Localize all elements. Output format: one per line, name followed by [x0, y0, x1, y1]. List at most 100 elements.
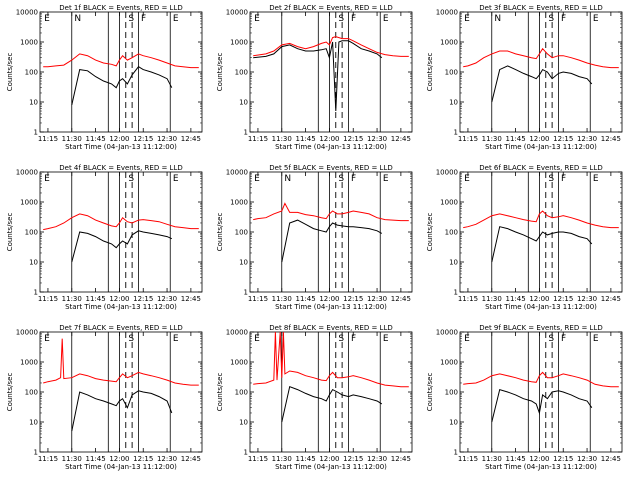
region-marker: S — [338, 14, 344, 24]
x-tick-label: 11:45 — [505, 295, 525, 303]
panel-title: Det 7f BLACK = Events, RED = LLD — [59, 324, 182, 332]
x-tick-label: 12:45 — [391, 295, 411, 303]
y-tick-label: 10000 — [226, 169, 248, 177]
panel-8: Det 8f BLACK = Events, RED = LLD E S F E 1 10 1… — [216, 324, 413, 471]
x-tick-label: 12:00 — [109, 295, 129, 303]
x-tick-label: 12:45 — [601, 295, 621, 303]
region-marker: E — [593, 174, 599, 184]
y-tick-label: 10 — [449, 419, 458, 427]
y-tick-label: 1 — [454, 289, 458, 297]
y-tick-label: 10000 — [16, 9, 38, 17]
series-events-line — [71, 230, 173, 263]
series-lld-line — [463, 371, 619, 388]
region-marker: F — [561, 14, 566, 24]
x-tick-label: 11:30 — [62, 455, 82, 463]
x-tick-label: 12:45 — [181, 455, 201, 463]
y-tick-label: 10000 — [226, 329, 248, 337]
y-tick-label: 1000 — [440, 39, 458, 47]
x-tick-label: 12:15 — [553, 135, 573, 143]
y-tick-label: 10 — [449, 259, 458, 267]
x-tick-label: 12:15 — [553, 295, 573, 303]
y-tick-label: 10000 — [436, 9, 458, 17]
x-tick-label: 12:30 — [157, 135, 177, 143]
y-tick-label: 10000 — [436, 169, 458, 177]
y-tick-label: 10 — [239, 259, 248, 267]
x-axis-label: Start Time (04-Jan-13 11:12:00) — [275, 303, 387, 311]
y-axis-label: Counts/sec — [6, 53, 14, 92]
region-marker: F — [351, 174, 356, 184]
region-marker: E — [44, 334, 50, 344]
x-tick-label: 11:15 — [248, 295, 268, 303]
y-axis-label: Counts/sec — [6, 373, 14, 412]
y-tick-label: 1 — [244, 289, 248, 297]
x-tick-label: 11:30 — [272, 295, 292, 303]
region-marker: E — [383, 174, 389, 184]
x-tick-label: 11:45 — [295, 295, 315, 303]
y-tick-label: 1000 — [230, 39, 248, 47]
y-tick-label: 1 — [454, 129, 458, 137]
panel-title: Det 5f BLACK = Events, RED = LLD — [269, 164, 392, 172]
x-axis-label: Start Time (04-Jan-13 11:12:00) — [275, 463, 387, 471]
y-tick-label: 1 — [34, 449, 38, 457]
y-tick-label: 100 — [445, 229, 458, 237]
series-events-line — [491, 388, 593, 423]
x-tick-label: 12:15 — [343, 455, 363, 463]
x-tick-label: 12:30 — [577, 295, 597, 303]
y-axis-label: Counts/sec — [216, 53, 224, 92]
panel-5: Det 5f BLACK = Events, RED = LLD E N S F E 1 10… — [216, 164, 413, 311]
x-tick-label: 12:30 — [577, 455, 597, 463]
x-tick-label: 12:45 — [391, 455, 411, 463]
y-tick-label: 1 — [454, 449, 458, 457]
y-tick-label: 1000 — [230, 359, 248, 367]
panel-title: Det 9f BLACK = Events, RED = LLD — [479, 324, 602, 332]
x-axis-label: Start Time (04-Jan-13 11:12:00) — [65, 143, 177, 151]
x-tick-label: 12:00 — [319, 295, 339, 303]
y-axis-label: Counts/sec — [216, 373, 224, 412]
x-tick-label: 12:00 — [109, 455, 129, 463]
region-marker: F — [561, 334, 566, 344]
y-tick-label: 1000 — [20, 39, 38, 47]
x-tick-label: 11:45 — [85, 135, 105, 143]
x-tick-label: 12:15 — [553, 455, 573, 463]
y-tick-label: 100 — [445, 69, 458, 77]
x-tick-label: 11:30 — [482, 455, 502, 463]
x-axis-label: Start Time (04-Jan-13 11:12:00) — [65, 303, 177, 311]
region-marker: E — [44, 174, 50, 184]
panel-title: Det 8f BLACK = Events, RED = LLD — [269, 324, 392, 332]
region-marker: E — [173, 14, 179, 24]
x-tick-label: 12:00 — [529, 295, 549, 303]
region-marker: E — [593, 14, 599, 24]
panel-1: Det 1f BLACK = Events, RED = LLD E N S F E 1 10… — [6, 4, 203, 151]
y-tick-label: 10 — [29, 99, 38, 107]
series-lld-line — [43, 213, 199, 231]
series-lld-line — [43, 338, 199, 386]
region-marker: E — [254, 14, 260, 24]
series-lld-line — [463, 210, 619, 229]
x-tick-label: 11:15 — [458, 135, 478, 143]
region-marker: S — [338, 174, 344, 184]
x-tick-label: 11:15 — [458, 295, 478, 303]
y-axis-label: Counts/sec — [216, 213, 224, 252]
x-axis-label: Start Time (04-Jan-13 11:12:00) — [65, 463, 177, 471]
panel-6: Det 6f BLACK = Events, RED = LLD E S F E 1 10 1… — [426, 164, 623, 311]
y-tick-label: 1 — [244, 129, 248, 137]
region-marker: F — [351, 334, 356, 344]
y-tick-label: 100 — [445, 389, 458, 397]
y-tick-label: 1000 — [20, 199, 38, 207]
x-tick-label: 12:00 — [529, 135, 549, 143]
y-tick-label: 10000 — [436, 329, 458, 337]
region-marker: N — [494, 14, 501, 24]
series-events-line — [491, 226, 593, 263]
series-lld-line — [253, 331, 409, 388]
y-tick-label: 100 — [25, 69, 38, 77]
x-tick-label: 12:30 — [367, 455, 387, 463]
x-tick-label: 12:30 — [157, 455, 177, 463]
x-tick-label: 12:15 — [133, 135, 153, 143]
x-tick-label: 12:30 — [367, 135, 387, 143]
x-tick-label: 11:15 — [248, 135, 268, 143]
x-tick-label: 12:15 — [343, 135, 363, 143]
y-tick-label: 1 — [34, 289, 38, 297]
x-tick-label: 11:45 — [85, 455, 105, 463]
